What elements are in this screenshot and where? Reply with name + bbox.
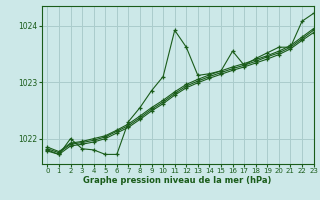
X-axis label: Graphe pression niveau de la mer (hPa): Graphe pression niveau de la mer (hPa) — [84, 176, 272, 185]
